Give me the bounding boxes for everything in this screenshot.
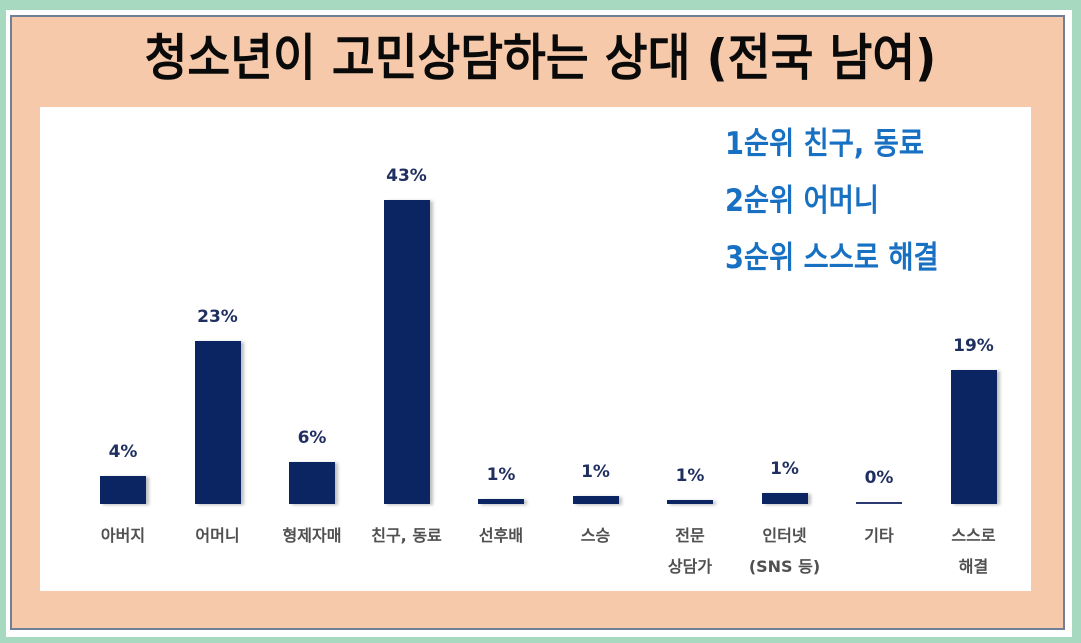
ranking-annotation: 1순위 친구, 동료 2순위 어머니 3순위 스스로 해결 (725, 116, 968, 287)
value-label: 43% (386, 165, 427, 186)
category-label: 인터넷 (SNS 등) (748, 526, 821, 576)
value-label: 1% (486, 465, 516, 485)
category-label: 아버지 (100, 526, 146, 545)
value-label: 6% (297, 427, 327, 448)
value-label: 4% (108, 441, 138, 462)
bar (856, 502, 902, 504)
value-label: 1% (675, 466, 705, 486)
category-label: 형제자매 (282, 526, 342, 545)
bar (572, 496, 619, 504)
category-label: 스승 (580, 526, 611, 545)
bar (289, 461, 335, 504)
category-label: 친구, 동료 (371, 526, 442, 545)
category-label: 기타 (864, 526, 894, 545)
bar (667, 500, 713, 504)
category-label: 선후배 (478, 526, 524, 545)
bar (478, 499, 524, 504)
bar (194, 341, 241, 504)
category-label: 전문 상담가 (667, 526, 713, 576)
bar (761, 493, 808, 504)
value-label: 1% (581, 462, 610, 482)
value-label: 23% (197, 307, 238, 328)
value-label: 1% (770, 459, 799, 479)
category-label: 어머니 (195, 526, 240, 545)
category-label: 스스로 해결 (951, 526, 996, 576)
ranking-1: 1순위 친구, 동료 (725, 126, 924, 162)
ranking-2: 2순위 어머니 (725, 183, 879, 219)
value-label: 19% (953, 335, 994, 356)
ranking-3: 3순위 스스로 해결 (725, 240, 939, 276)
chart-title: 청소년이 고민상담하는 상대 (전국 남여) (144, 29, 937, 87)
value-label: 0% (864, 468, 894, 488)
bar (383, 199, 430, 504)
bar (950, 369, 997, 504)
bar (100, 475, 146, 504)
